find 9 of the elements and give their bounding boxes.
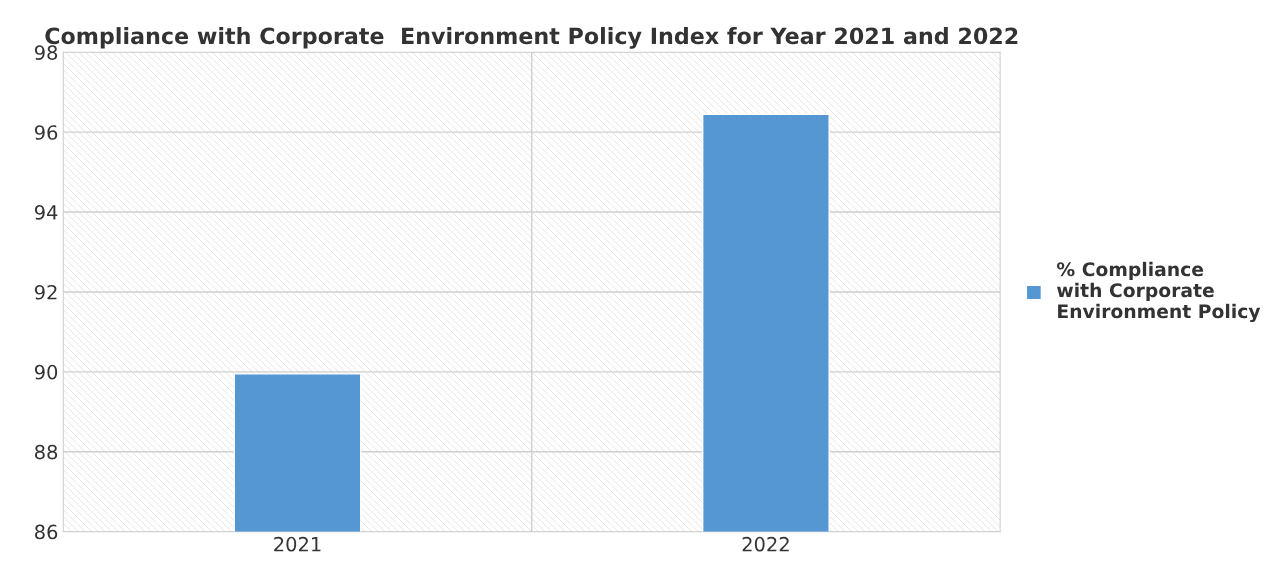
legend-label: % Compliance with Corporate Environment Policy [1056,261,1261,323]
y-tick-label: 94 [34,205,58,220]
y-tick-label: 90 [34,364,58,380]
y-tick-label: 92 [34,284,57,300]
y-tick-label: 86 [35,524,58,540]
x-tick-label: 2022 [742,536,789,552]
y-tick-label: 96 [34,125,58,140]
x-tick-label: 2021 [274,536,321,552]
y-tick-label: 88 [35,444,58,460]
